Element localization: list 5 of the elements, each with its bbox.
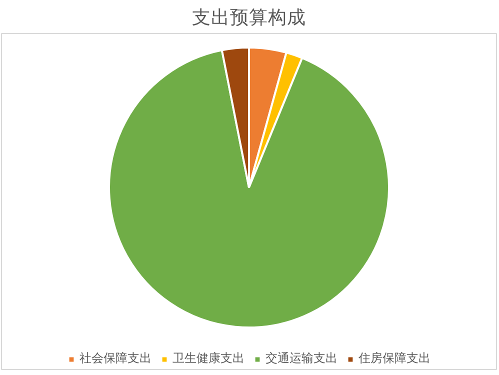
legend-label: 社会保障支出 (80, 350, 152, 367)
legend-label: 住房保障支出 (358, 350, 430, 367)
legend-label: 交通运输支出 (266, 350, 338, 367)
chart-title: 支出预算构成 (192, 8, 306, 28)
legend-label: 卫生健康支出 (172, 350, 244, 367)
